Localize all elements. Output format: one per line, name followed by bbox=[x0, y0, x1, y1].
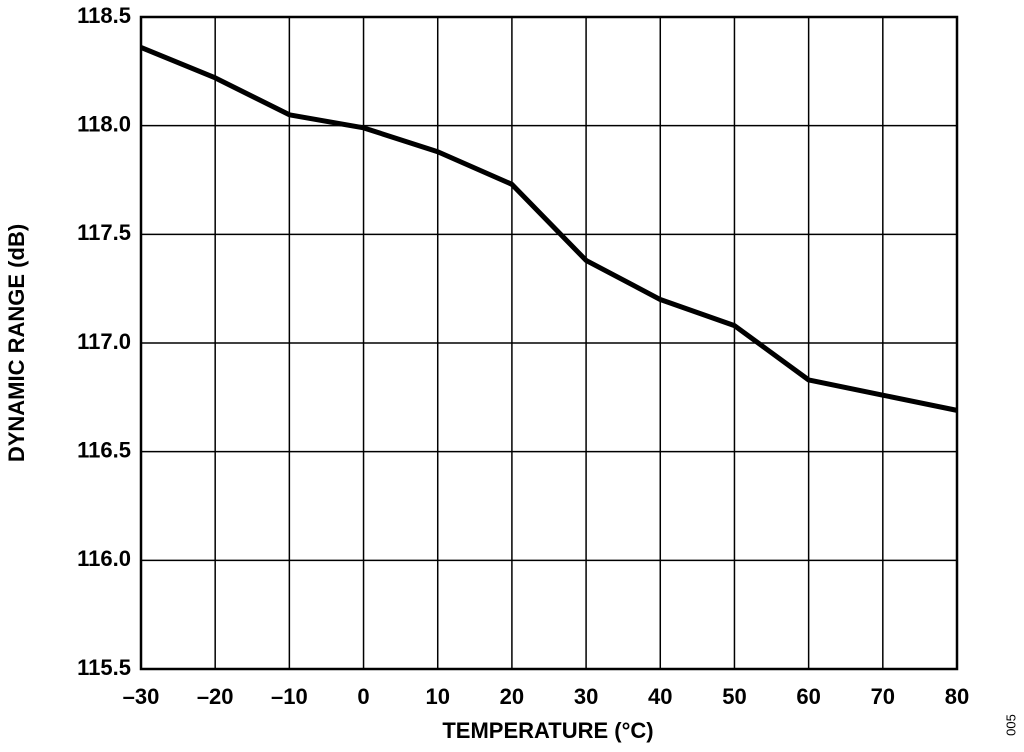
x-axis-label: TEMPERATURE (°C) bbox=[442, 718, 653, 743]
x-tick-label: –30 bbox=[123, 684, 160, 709]
y-tick-label: 118.5 bbox=[77, 3, 131, 28]
x-tick-label: 0 bbox=[357, 684, 369, 709]
y-tick-label: 117.5 bbox=[77, 220, 131, 245]
y-tick-label: 118.0 bbox=[77, 111, 131, 136]
x-tick-label: 70 bbox=[871, 684, 895, 709]
x-tick-label: 40 bbox=[648, 684, 672, 709]
data-line bbox=[140, 45, 958, 413]
figure-code: 005 bbox=[1003, 714, 1018, 736]
x-tick-label: 80 bbox=[945, 684, 969, 709]
y-tick-label: 115.5 bbox=[77, 655, 131, 680]
x-tick-label: –10 bbox=[271, 684, 308, 709]
y-tick-label: 116.0 bbox=[77, 546, 131, 571]
x-tick-label: 10 bbox=[425, 684, 449, 709]
x-tick-label: 20 bbox=[500, 684, 524, 709]
x-tick-label: 60 bbox=[796, 684, 820, 709]
y-tick-label: 117.0 bbox=[77, 329, 131, 354]
x-tick-label: 30 bbox=[574, 684, 598, 709]
y-tick-label: 116.5 bbox=[77, 437, 131, 462]
plot-frame bbox=[139, 15, 959, 671]
y-axis-label: DYNAMIC RANGE (dB) bbox=[4, 224, 29, 462]
x-tick-label: –20 bbox=[197, 684, 234, 709]
x-tick-label: 50 bbox=[722, 684, 746, 709]
